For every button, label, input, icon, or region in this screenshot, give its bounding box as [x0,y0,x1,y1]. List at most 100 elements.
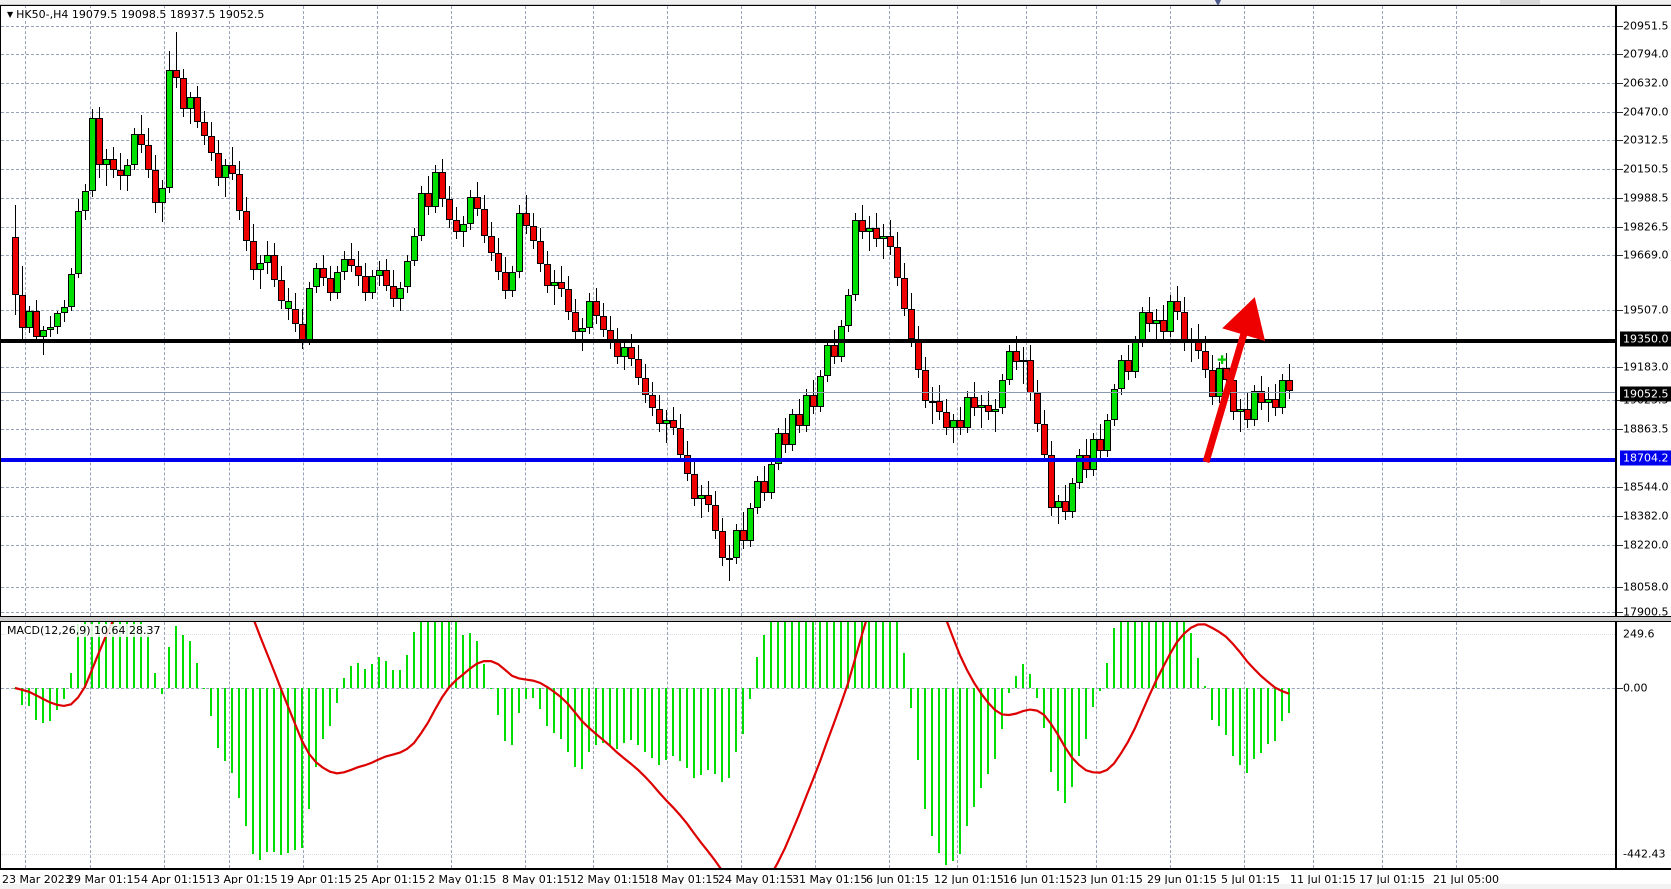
macd-histogram-bar [539,688,541,709]
candle-body-bullish [579,327,586,332]
candlestick [1195,6,1202,616]
candle-body-bearish [670,420,677,428]
time-gridline [1382,6,1383,616]
candle-body-bearish [782,433,789,445]
macd-histogram-bar [735,688,737,753]
collapse-caret-icon[interactable]: ▼ [7,10,14,19]
price-axis-tick [1617,26,1623,27]
horizontal-scrollbar[interactable] [0,0,1671,5]
price-axis[interactable]: 20951.5 20794.0 20632.0 20470.0 20312.5 20150… [1616,5,1671,619]
price-level-badge[interactable]: 19350.0 [1620,331,1671,347]
candle-body-bearish [971,396,978,409]
chevron-down-icon[interactable]: ▼ [1214,0,1222,8]
macd-histogram-bar [917,688,919,761]
candle-body-bullish [1055,500,1062,509]
time-axis-label: 21 Jul 05:00 [1433,873,1499,886]
macd-histogram-bar [924,688,926,809]
candlestick [1167,6,1174,616]
time-axis[interactable]: 23 Mar 2023 29 Mar 01:15 4 Apr 01:15 13 Apr… [0,869,1671,889]
macd-histogram-bar [623,688,625,743]
candlestick [565,6,572,616]
price-chart-pane[interactable]: ✚ ▼ HK50-,H4 19079.5 19098.5 18937.5 1905… [0,5,1616,617]
macd-histogram-bar [273,688,275,853]
candlestick [817,6,824,616]
macd-indicator-pane[interactable]: MACD(12,26,9) 10.64 28.37 [0,621,1616,869]
time-gridline [957,6,958,616]
macd-histogram-bar [350,665,352,688]
price-gridline [1,83,1615,84]
candle-body-bearish [719,531,726,559]
candle-body-bearish [180,78,187,109]
candlestick [887,6,894,616]
candle-body-bullish [1076,454,1083,484]
time-axis-label: 11 Jul 01:15 [1290,873,1356,886]
macd-gridline [1,854,1615,855]
macd-histogram-bar [812,622,814,688]
candle-wick [1156,308,1157,344]
time-gridline [667,622,668,868]
candle-body-bullish [1153,320,1160,324]
candlestick [369,6,376,616]
candlestick [502,6,509,616]
pane-divider[interactable] [0,617,1671,621]
price-level-badge[interactable]: 18704.2 [1620,450,1671,466]
candlestick [453,6,460,616]
candle-body-bullish [460,224,467,232]
price-axis-tick [1617,255,1623,256]
price-gridline [1,545,1615,546]
candlestick [467,6,474,616]
candle-body-bearish [453,220,460,232]
candlestick [670,6,677,616]
candle-body-bearish [348,258,355,267]
price-gridline [1,169,1615,170]
candlestick [537,6,544,616]
price-gridline [1,140,1615,141]
macd-histogram-bar [1253,688,1255,760]
macd-histogram-bar [238,688,240,798]
candle-body-bearish [544,264,551,286]
macd-histogram-bar [504,688,506,742]
candlestick [992,6,999,616]
candle-body-bearish [810,395,817,407]
candlestick [901,6,908,616]
candlestick [1104,6,1111,616]
price-axis-label: 20312.5 [1623,133,1669,147]
price-axis-tick [1617,54,1623,55]
candlestick [278,6,285,616]
price-level-badge[interactable]: 19052.5 [1620,386,1671,402]
macd-histogram-bar [84,622,86,688]
candlestick [922,6,929,616]
time-axis-label: 16 Jun 01:15 [1003,873,1073,886]
candle-body-bearish [1083,454,1090,470]
time-axis-label: 29 Jun 01:15 [1147,873,1217,886]
candlestick [761,6,768,616]
macd-histogram-bar [994,688,996,759]
support-level-line[interactable] [1,458,1615,462]
candle-body-bullish [1006,350,1013,380]
candle-body-bullish [264,254,271,263]
green-crosshair-marker[interactable]: ✚ [1217,353,1228,367]
macd-histogram-bar [1239,688,1241,765]
macd-histogram-bar [567,688,569,753]
price-axis-label: 17900.5 [1623,605,1669,619]
macd-axis[interactable]: 249.6 0.00 -442.43 [1616,621,1671,869]
candlestick [684,6,691,616]
candle-body-bullish [754,481,761,509]
candle-body-bearish [96,118,103,165]
resistance-level-line[interactable] [1,339,1615,343]
macd-histogram-bar [427,622,429,688]
candlestick [355,6,362,616]
candlestick [873,6,880,616]
price-axis-label: 20951.5 [1623,19,1669,33]
candlestick [754,6,761,616]
macd-histogram-bar [105,622,107,688]
scrollbar-thumb[interactable] [1500,0,1540,4]
macd-histogram-bar [847,622,849,688]
candlestick [530,6,537,616]
current-price-level-line[interactable] [1,392,1615,393]
candle-body-bullish [411,235,418,261]
candlestick [138,6,145,616]
candle-body-bearish [684,454,691,474]
price-axis-tick [1617,612,1623,613]
candle-body-bearish [635,358,642,378]
